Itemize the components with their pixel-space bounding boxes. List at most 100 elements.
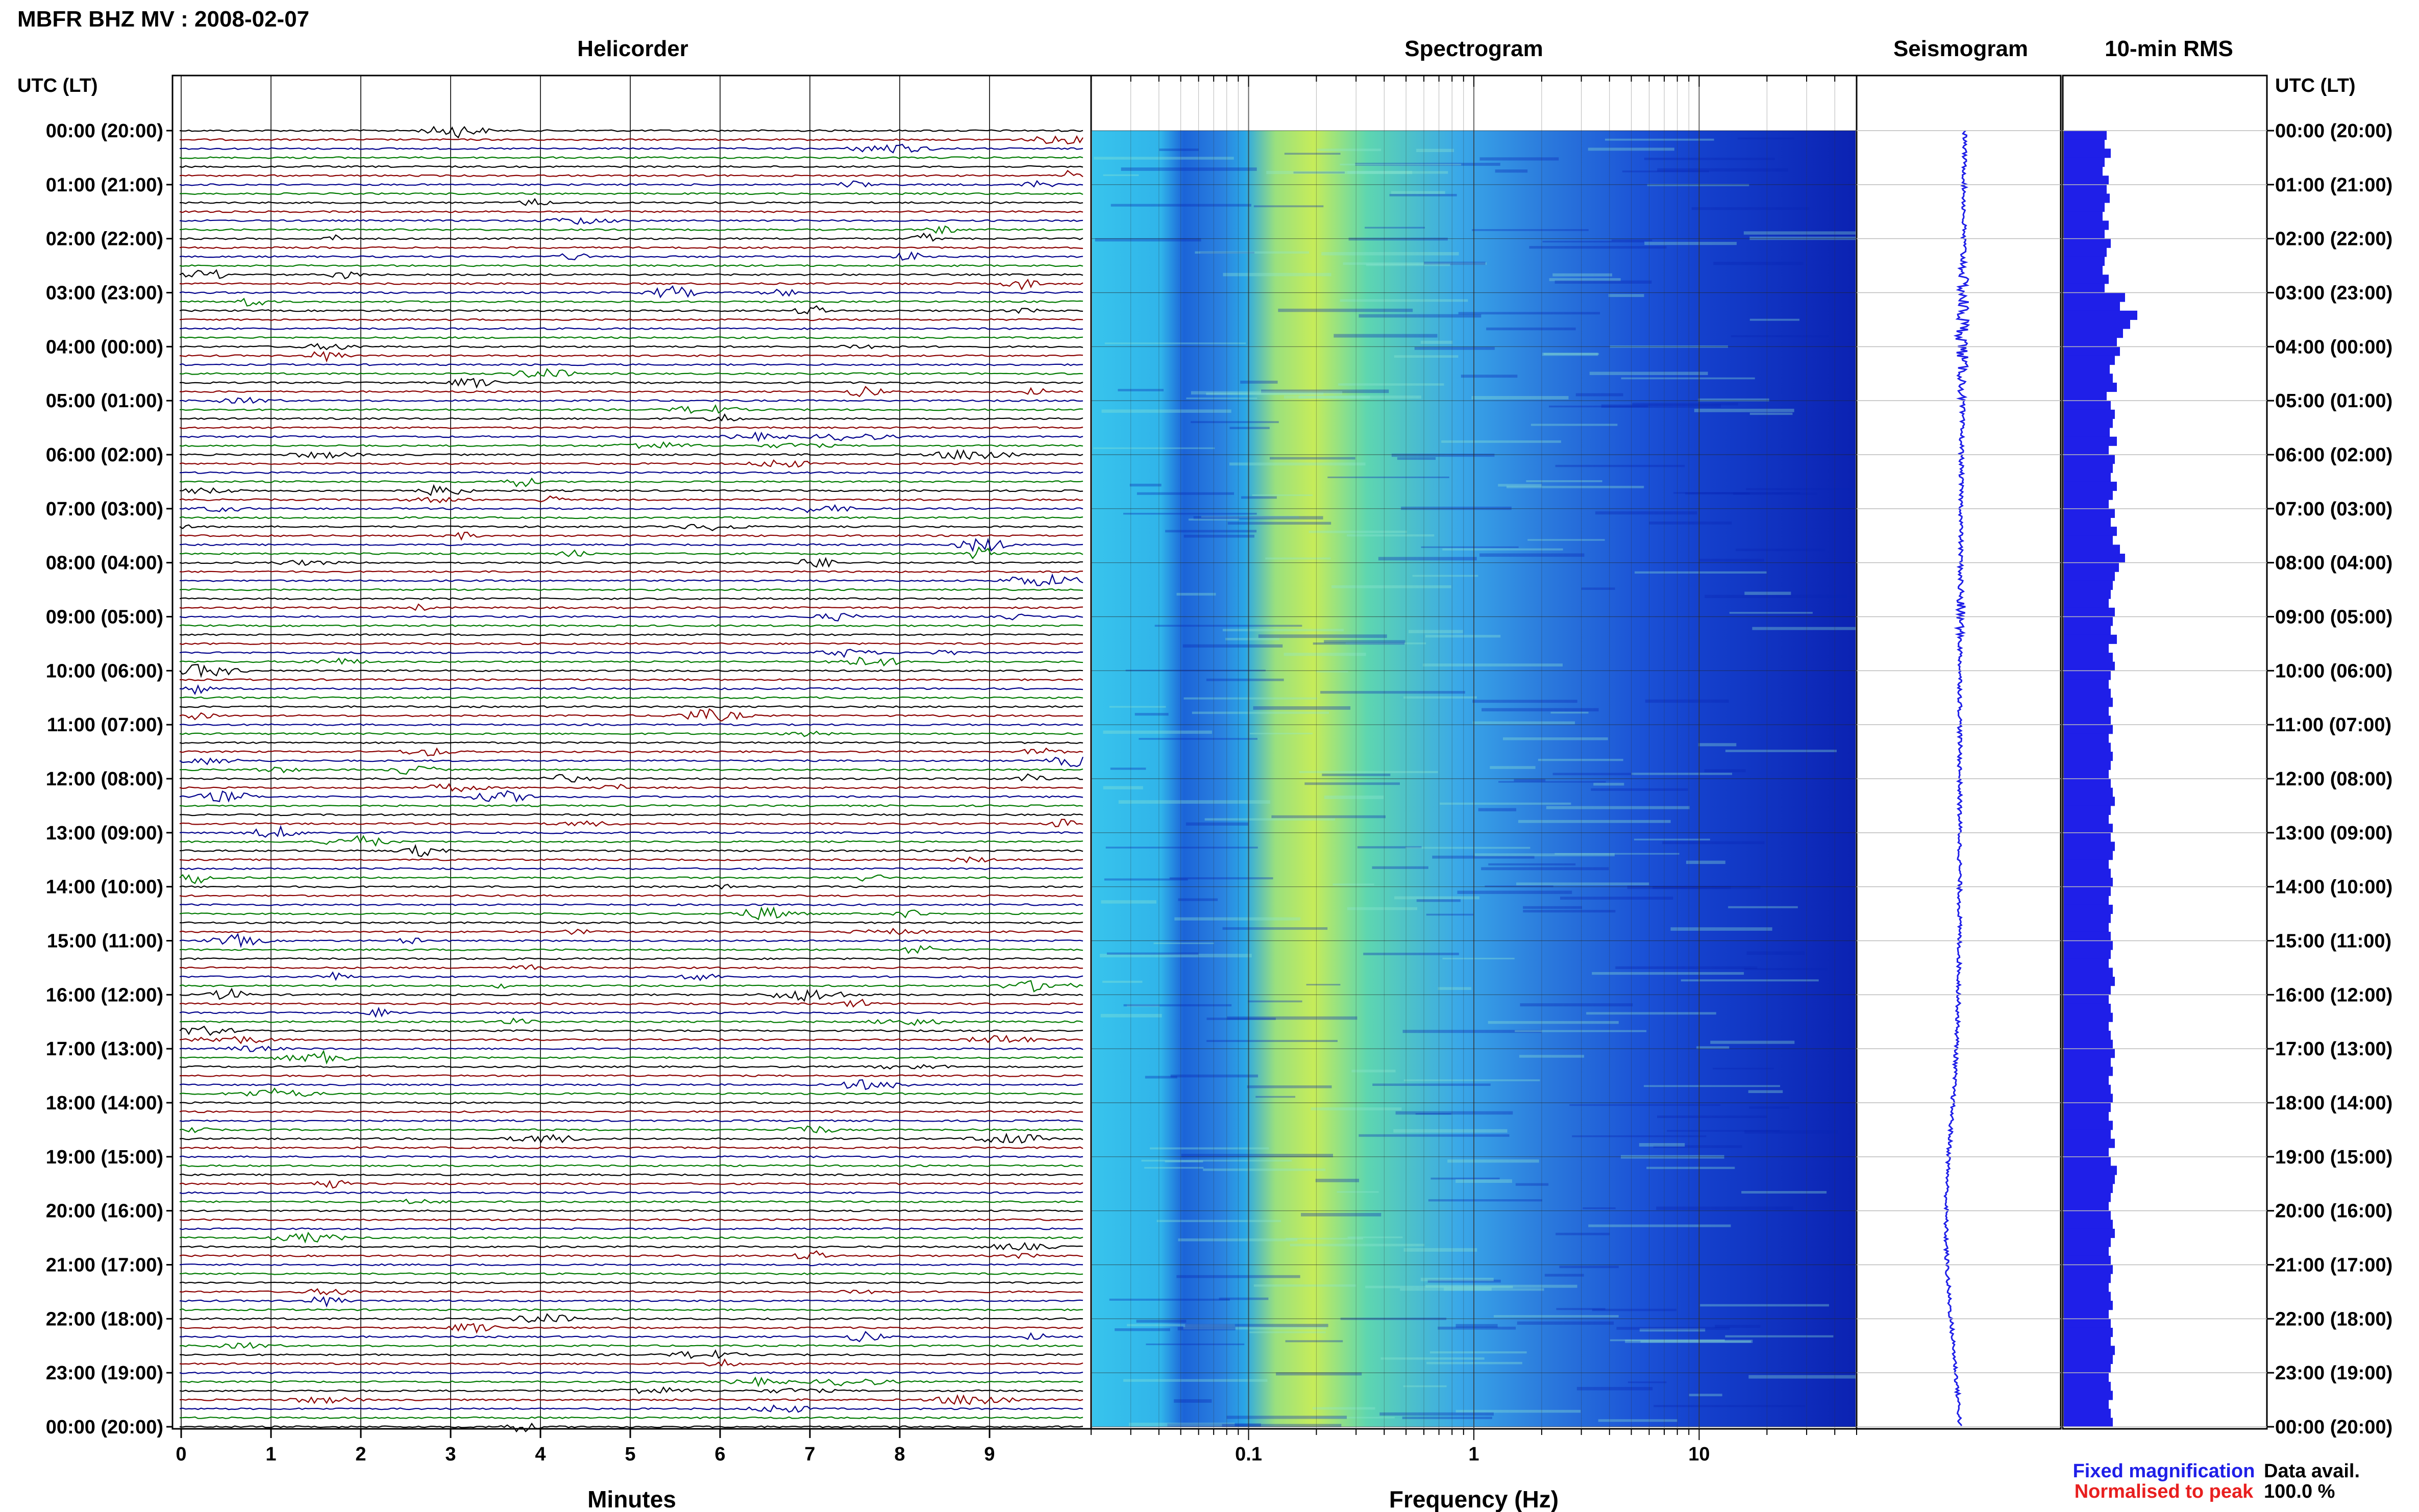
time-label-right: 02:00 (22:00)	[2275, 229, 2392, 250]
spectrogram-streak	[1311, 1107, 1402, 1110]
time-labels-left: 00:00 (20:00) 01:00 (21:00) 02:00 (22:00) 0…	[46, 120, 163, 1438]
spectrogram-streak	[1649, 522, 1732, 525]
spectrogram-streak	[1266, 170, 1413, 175]
helicorder-trace	[179, 1416, 1083, 1420]
helicorder-trace	[179, 449, 1083, 460]
legend-fixed: Fixed magnification	[2073, 1460, 2255, 1482]
spectrogram-streak	[1321, 252, 1459, 256]
rms-bar	[2064, 374, 2113, 383]
helicorder-trace	[179, 269, 1083, 280]
spectrogram-streak	[1635, 571, 1767, 574]
helicorder-trace	[180, 1376, 1083, 1387]
spectrogram-streak	[1225, 638, 1280, 640]
rms-bar	[2064, 1400, 2109, 1409]
rms-bar	[2064, 1022, 2109, 1031]
spectrogram-streak	[1710, 1040, 1795, 1044]
spectrogram-streak	[1588, 147, 1674, 151]
rms-bar	[2064, 436, 2117, 446]
spectrogram-streak	[1103, 174, 1139, 176]
helicorder-trace	[179, 305, 1083, 315]
time-label-right: 19:00 (15:00)	[2275, 1147, 2392, 1168]
helicorder-trace	[179, 1281, 1083, 1284]
rms-bar	[2064, 1346, 2115, 1355]
helicorder-trace	[179, 232, 1083, 242]
spectrogram-streak	[1229, 427, 1270, 429]
helicorder-trace	[179, 327, 1083, 330]
spectrogram-streak	[1729, 612, 1813, 614]
spectrogram-streak	[1608, 294, 1644, 298]
spectrogram-streak	[1461, 375, 1518, 378]
rms-bar	[2064, 1247, 2109, 1256]
helicorder-trace	[179, 765, 1083, 775]
time-label-right: 20:00 (16:00)	[2275, 1201, 2392, 1222]
helicorder-trace	[179, 426, 1083, 429]
spectrogram-streak	[1324, 796, 1384, 799]
helicorder-trace	[179, 747, 1083, 757]
spectrogram-streak	[1177, 1327, 1236, 1331]
rms-bar	[2064, 319, 2130, 329]
time-label-left: 05:00 (01:00)	[46, 390, 163, 412]
helicorder-trace	[179, 856, 1083, 863]
helicorder-trace	[179, 1342, 1083, 1349]
rms-bar	[2064, 166, 2103, 176]
spectrogram-streak	[1400, 1288, 1544, 1291]
helicorder-trace	[179, 790, 1083, 803]
helicorder-trace	[179, 1231, 1083, 1244]
rms-bar	[2064, 562, 2119, 572]
helicorder-trace	[179, 1394, 1083, 1405]
spectrogram-streak	[1520, 1003, 1633, 1007]
spectrogram-streak	[1736, 549, 1825, 552]
spectrogram-streak	[1526, 480, 1602, 482]
spectrogram-streak	[1749, 318, 1800, 321]
helicorder-trace	[179, 730, 1083, 737]
helicorder-trace	[179, 279, 1083, 291]
spectrogram-streak	[1103, 786, 1143, 789]
rms-bar	[2064, 1094, 2113, 1103]
spectrogram-streak	[1402, 1417, 1492, 1419]
rms-bar	[2064, 481, 2117, 491]
spectrogram-streak	[1743, 231, 1856, 235]
spectrogram-streak	[1397, 457, 1436, 460]
time-label-left: 18:00 (14:00)	[46, 1093, 163, 1114]
spectrogram-streak	[1365, 1285, 1513, 1288]
rms-bar	[2064, 977, 2115, 986]
rms-bar	[2064, 1175, 2115, 1184]
helicorder-trace	[179, 1034, 1083, 1045]
helicorder-trace	[179, 903, 1083, 906]
spectrogram-streak	[1498, 781, 1606, 783]
spectrogram-streak	[1315, 1178, 1360, 1182]
spectrogram-streak	[1616, 1327, 1730, 1330]
spectrogram-streak	[1569, 1104, 1721, 1106]
helicorder-trace	[179, 867, 1083, 871]
rms-bar	[2064, 1067, 2113, 1076]
spectrogram-streak	[1610, 1339, 1725, 1342]
helicorder-tick-label: 2	[355, 1444, 366, 1465]
rms-bar	[2064, 544, 2120, 554]
spectrogram-streak	[1150, 1147, 1269, 1150]
helicorder-trace	[179, 459, 1083, 468]
spectrogram-streak	[1485, 885, 1553, 887]
spectrogram-streaks	[1093, 137, 1856, 1427]
spectrogram-streak	[1644, 158, 1775, 160]
time-label-right: 13:00 (09:00)	[2275, 823, 2392, 844]
spectrogram-streak	[1592, 972, 1744, 975]
helicorder-trace	[179, 932, 1083, 948]
spectrogram-streak	[1195, 251, 1310, 254]
rms-bar	[2064, 1327, 2113, 1337]
spectrogram-streak	[1519, 1055, 1585, 1058]
helicorder-trace	[179, 1288, 1083, 1296]
spectrogram-streak	[1639, 1328, 1706, 1332]
rms-bar	[2064, 409, 2115, 419]
helicorder-trace	[179, 1173, 1083, 1176]
spectrogram-streak	[1121, 167, 1257, 171]
spectrogram-streak	[1129, 1422, 1235, 1426]
spectrogram-streak	[1621, 377, 1755, 380]
spectrogram-streak	[1667, 1130, 1780, 1132]
helicorder-trace	[179, 921, 1083, 925]
rms-bar	[2064, 1364, 2111, 1373]
spectrogram-streak	[1094, 157, 1234, 160]
spectrogram-streak	[1542, 240, 1644, 243]
rms-bar	[2064, 869, 2111, 878]
rms-bar	[2064, 661, 2115, 671]
